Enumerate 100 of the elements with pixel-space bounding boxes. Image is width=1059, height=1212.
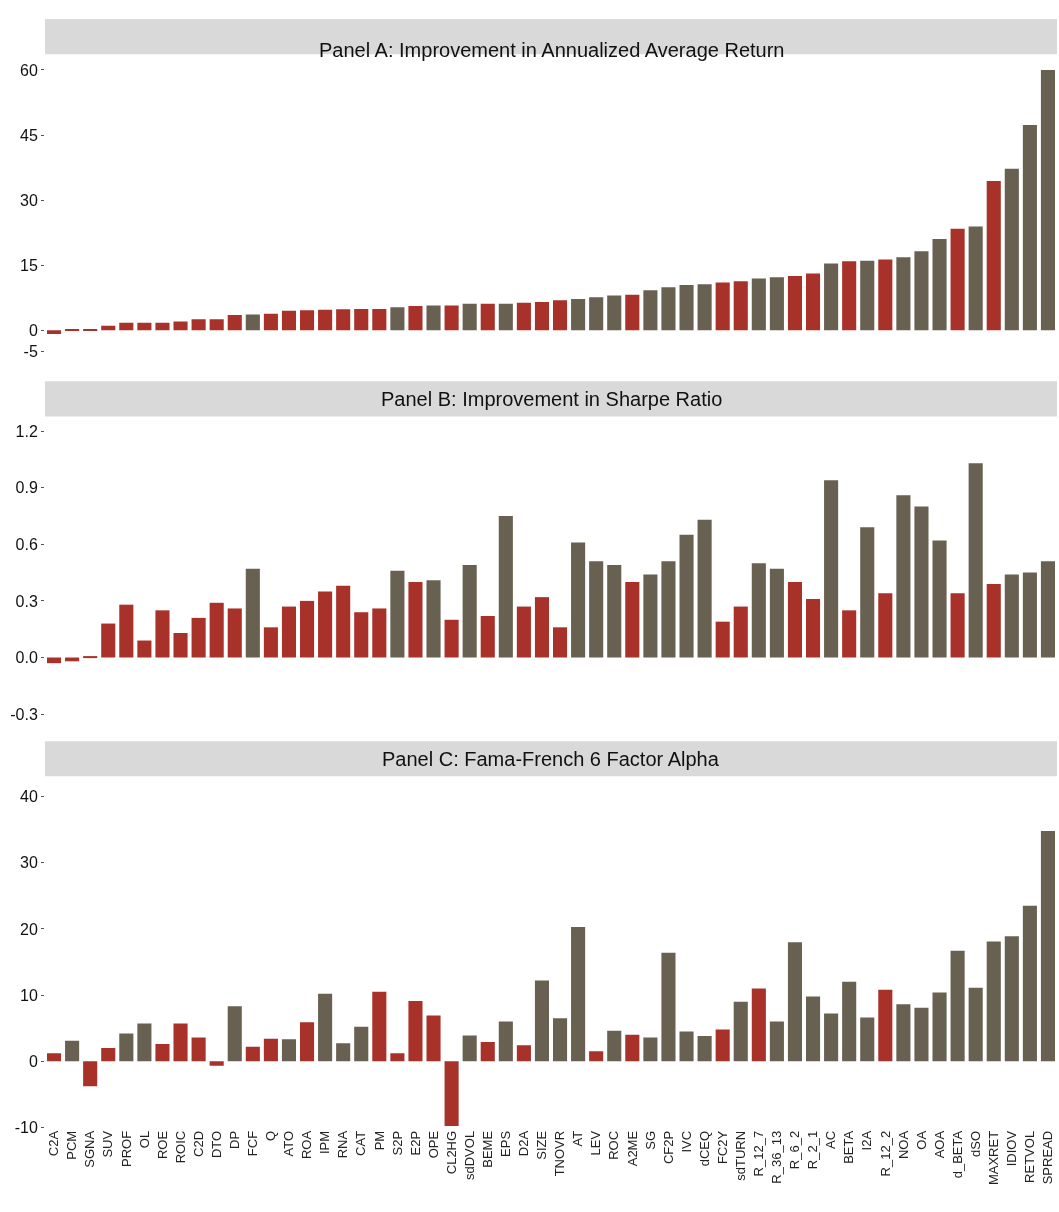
bar: [950, 593, 965, 658]
bar: [498, 303, 513, 331]
x-tick-label: R_12_7: [751, 1130, 767, 1177]
y-tick-label: 45: [20, 126, 38, 144]
y-tick-label: -10: [14, 1118, 38, 1136]
bar: [227, 315, 242, 331]
bar: [1022, 572, 1037, 658]
bar: [715, 1029, 730, 1062]
bar: [878, 989, 893, 1062]
bar: [46, 330, 62, 335]
bar: [805, 273, 821, 331]
bar: [516, 1045, 531, 1062]
bar: [625, 1034, 640, 1062]
x-tick-label: RNA: [335, 1130, 351, 1159]
bar: [824, 1013, 839, 1062]
bar: [842, 610, 857, 658]
x-tick-label: LEV: [588, 1130, 604, 1156]
bar: [914, 506, 929, 658]
bar: [299, 1022, 315, 1062]
bar: [336, 309, 351, 331]
x-tick-label: I2A: [859, 1130, 875, 1151]
bar: [950, 950, 965, 1062]
bar: [209, 319, 224, 331]
x-tick-label: SG: [642, 1130, 658, 1150]
x-tick-label: SGNA: [82, 1130, 98, 1168]
bar: [101, 1047, 116, 1062]
bar: [101, 325, 116, 331]
bar: [227, 1006, 242, 1062]
bar: [751, 278, 766, 331]
bar: [390, 1053, 405, 1062]
bar: [805, 996, 821, 1062]
bar: [354, 1026, 369, 1062]
bar: [83, 656, 98, 659]
bar: [950, 228, 965, 331]
y-tick-label: 0.0: [15, 649, 38, 667]
x-tick-label: AT: [570, 1130, 586, 1147]
x-tick-label: S2P: [389, 1130, 405, 1156]
bar: [516, 302, 531, 331]
x-tick-label: A2ME: [624, 1130, 640, 1167]
bar: [842, 261, 857, 331]
bar: [408, 582, 423, 658]
bar: [751, 988, 766, 1062]
bar: [155, 322, 170, 331]
bar: [46, 1053, 62, 1062]
bar: [932, 540, 947, 658]
bar: [372, 991, 387, 1062]
x-tick-label: FC2Y: [714, 1130, 730, 1165]
bar: [715, 621, 730, 658]
x-tick-label: dSO: [967, 1130, 983, 1157]
bar: [769, 568, 784, 658]
y-tick-label: 0: [28, 321, 38, 339]
bar: [733, 281, 748, 331]
bar: [643, 290, 658, 331]
bar: [661, 287, 676, 331]
bar: [661, 952, 676, 1062]
bar: [571, 298, 586, 331]
x-tick-label: TNOVR: [552, 1130, 568, 1177]
bar: [697, 1036, 712, 1062]
y-tick-label: 15: [20, 256, 38, 274]
x-tick-label: R_36_13: [769, 1130, 785, 1184]
bar: [896, 257, 911, 331]
bar: [119, 604, 134, 658]
y-tick-label: 10: [20, 986, 38, 1004]
bar: [191, 319, 206, 331]
x-tick-label: C2A: [46, 1130, 62, 1157]
bar: [299, 310, 315, 331]
bar: [462, 565, 477, 658]
x-tick-label: NOA: [895, 1130, 911, 1160]
bar: [227, 608, 242, 658]
bar: [968, 226, 983, 331]
bar: [516, 606, 531, 658]
x-tick-label: d_BETA: [949, 1130, 965, 1179]
bar: [83, 1061, 98, 1087]
bar: [805, 599, 821, 658]
bar: [119, 322, 134, 331]
x-tick-label: ATO: [281, 1130, 297, 1157]
bar: [552, 300, 568, 331]
bar: [263, 1038, 278, 1062]
y-tick-label: 20: [20, 920, 38, 938]
x-tick-label: R_6_2: [787, 1130, 803, 1170]
bar: [824, 480, 839, 658]
bar: [426, 305, 441, 331]
x-tick-label: ROC: [606, 1130, 622, 1160]
bar: [571, 926, 586, 1062]
x-tick-label: AC: [823, 1130, 839, 1149]
x-tick-label: R_2_1: [805, 1130, 821, 1170]
bar: [679, 534, 694, 658]
x-tick-label: sdTURN: [732, 1130, 748, 1181]
x-tick-label: RETVOL: [1022, 1130, 1038, 1183]
bar: [607, 295, 622, 331]
x-tick-label: CL2HG: [443, 1130, 459, 1175]
bar: [318, 993, 333, 1062]
x-tick-label: MAXRET: [985, 1130, 1001, 1186]
bar: [679, 285, 694, 331]
bar: [101, 623, 116, 658]
x-tick-label: SPREAD: [1040, 1130, 1056, 1185]
bar: [191, 617, 206, 658]
x-tick-label: E2P: [407, 1130, 423, 1156]
chart-title: Panel C: Fama-French 6 Factor Alpha: [382, 748, 720, 770]
bar: [173, 632, 188, 658]
